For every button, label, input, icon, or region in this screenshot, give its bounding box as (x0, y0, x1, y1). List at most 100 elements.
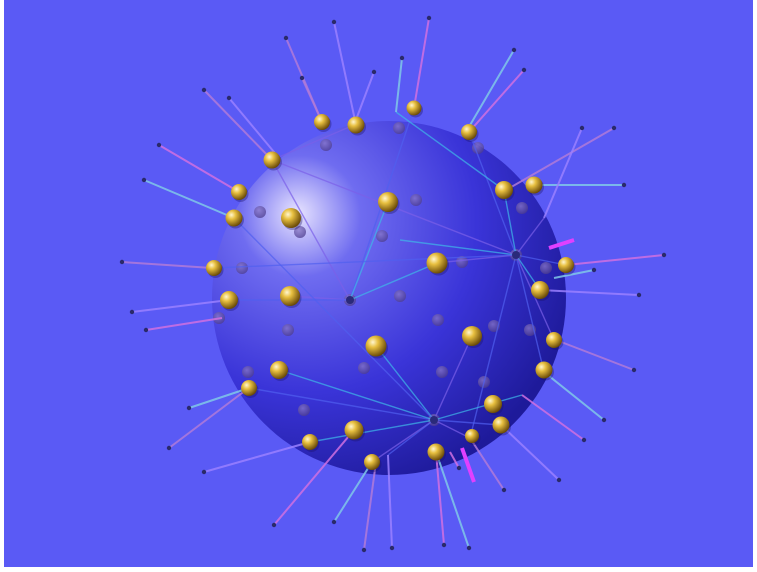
surface-node (241, 380, 257, 396)
spike-line (203, 441, 311, 473)
blue-sphere (212, 121, 566, 475)
network-link (399, 239, 517, 256)
spike-tip (601, 417, 607, 423)
surface-nodes-layer (206, 100, 576, 472)
spike-tip (226, 95, 232, 101)
back-node (294, 226, 306, 238)
network-link (278, 369, 435, 421)
spike-line (158, 144, 240, 193)
back-node (282, 324, 294, 336)
spike-line (413, 17, 430, 109)
network-link (435, 254, 517, 264)
surface-node (206, 260, 222, 276)
surface-node (263, 151, 281, 169)
spike-tip (521, 67, 527, 73)
network-link (433, 394, 523, 421)
spike-tip (466, 545, 472, 551)
spike-tip (389, 545, 395, 551)
accent-stub (548, 238, 575, 250)
surface-node (426, 252, 448, 274)
spike-tip (636, 292, 642, 298)
spike-line (465, 49, 515, 133)
surface-node (484, 395, 502, 413)
back-node (410, 194, 422, 206)
spike-tip (579, 125, 585, 131)
network-link (468, 131, 517, 256)
accent-stub (460, 447, 476, 483)
network-link (248, 387, 435, 421)
spike-tip (371, 69, 377, 75)
network-link (433, 335, 473, 421)
spike-line (188, 387, 250, 409)
sphere-network-render (4, 0, 753, 567)
spike-line (333, 461, 373, 523)
spike-tip (621, 182, 627, 188)
surface-node (546, 332, 562, 348)
surface-node (492, 416, 510, 434)
network-link (349, 262, 438, 301)
network-link (387, 419, 435, 456)
spike-line (353, 71, 375, 126)
surface-node (347, 116, 365, 134)
network-link (271, 159, 351, 301)
network-hub (346, 296, 354, 304)
network-link (213, 254, 517, 269)
back-node (358, 362, 370, 374)
spike-line (505, 127, 615, 191)
network-link (309, 419, 435, 443)
spike-line (387, 454, 393, 549)
spike-tip (331, 519, 337, 525)
surface-node (365, 335, 387, 357)
spike-line (143, 179, 235, 219)
surface-node (378, 192, 398, 212)
network-link (515, 254, 545, 373)
spike-line (555, 339, 635, 371)
network-link (395, 111, 505, 191)
spike-tip (611, 125, 617, 131)
back-node (298, 404, 310, 416)
spike-line (468, 69, 525, 133)
spike-line (565, 254, 665, 266)
spike-tip (331, 19, 337, 25)
spike-tip (156, 142, 162, 148)
spike-tip (511, 47, 517, 53)
spike-line (273, 429, 355, 526)
spike-line (168, 389, 247, 449)
spike-line (435, 451, 470, 549)
network-link (433, 419, 502, 426)
back-node (540, 262, 552, 274)
spike-line (301, 77, 323, 123)
surface-node (531, 281, 549, 299)
spike-tip (141, 177, 147, 183)
network-hub (430, 416, 438, 424)
back-node (242, 366, 254, 378)
spike-line (363, 461, 377, 551)
network-link (433, 419, 471, 439)
spike-line (131, 299, 230, 313)
network-link (233, 217, 435, 421)
spike-line (145, 317, 223, 331)
network-hub (512, 251, 520, 259)
back-node (516, 202, 528, 214)
back-node (320, 139, 332, 151)
back-node (432, 314, 444, 326)
spike-tip (143, 327, 149, 333)
spike-tip (556, 477, 562, 483)
spike-tip (166, 445, 172, 451)
network-link (375, 345, 435, 421)
spike-line (539, 289, 640, 296)
spike-line (521, 394, 585, 441)
surface-node (314, 114, 330, 130)
network-link (349, 201, 389, 301)
spike-line (228, 97, 280, 159)
network-link (515, 254, 555, 341)
spike-tip (129, 309, 135, 315)
spike-tip (271, 522, 277, 528)
spike-tip (501, 487, 507, 493)
surface-node (406, 100, 422, 116)
surface-node (427, 443, 445, 461)
surface-node (461, 124, 477, 140)
surface-node (281, 208, 301, 228)
surface-node (302, 434, 318, 450)
